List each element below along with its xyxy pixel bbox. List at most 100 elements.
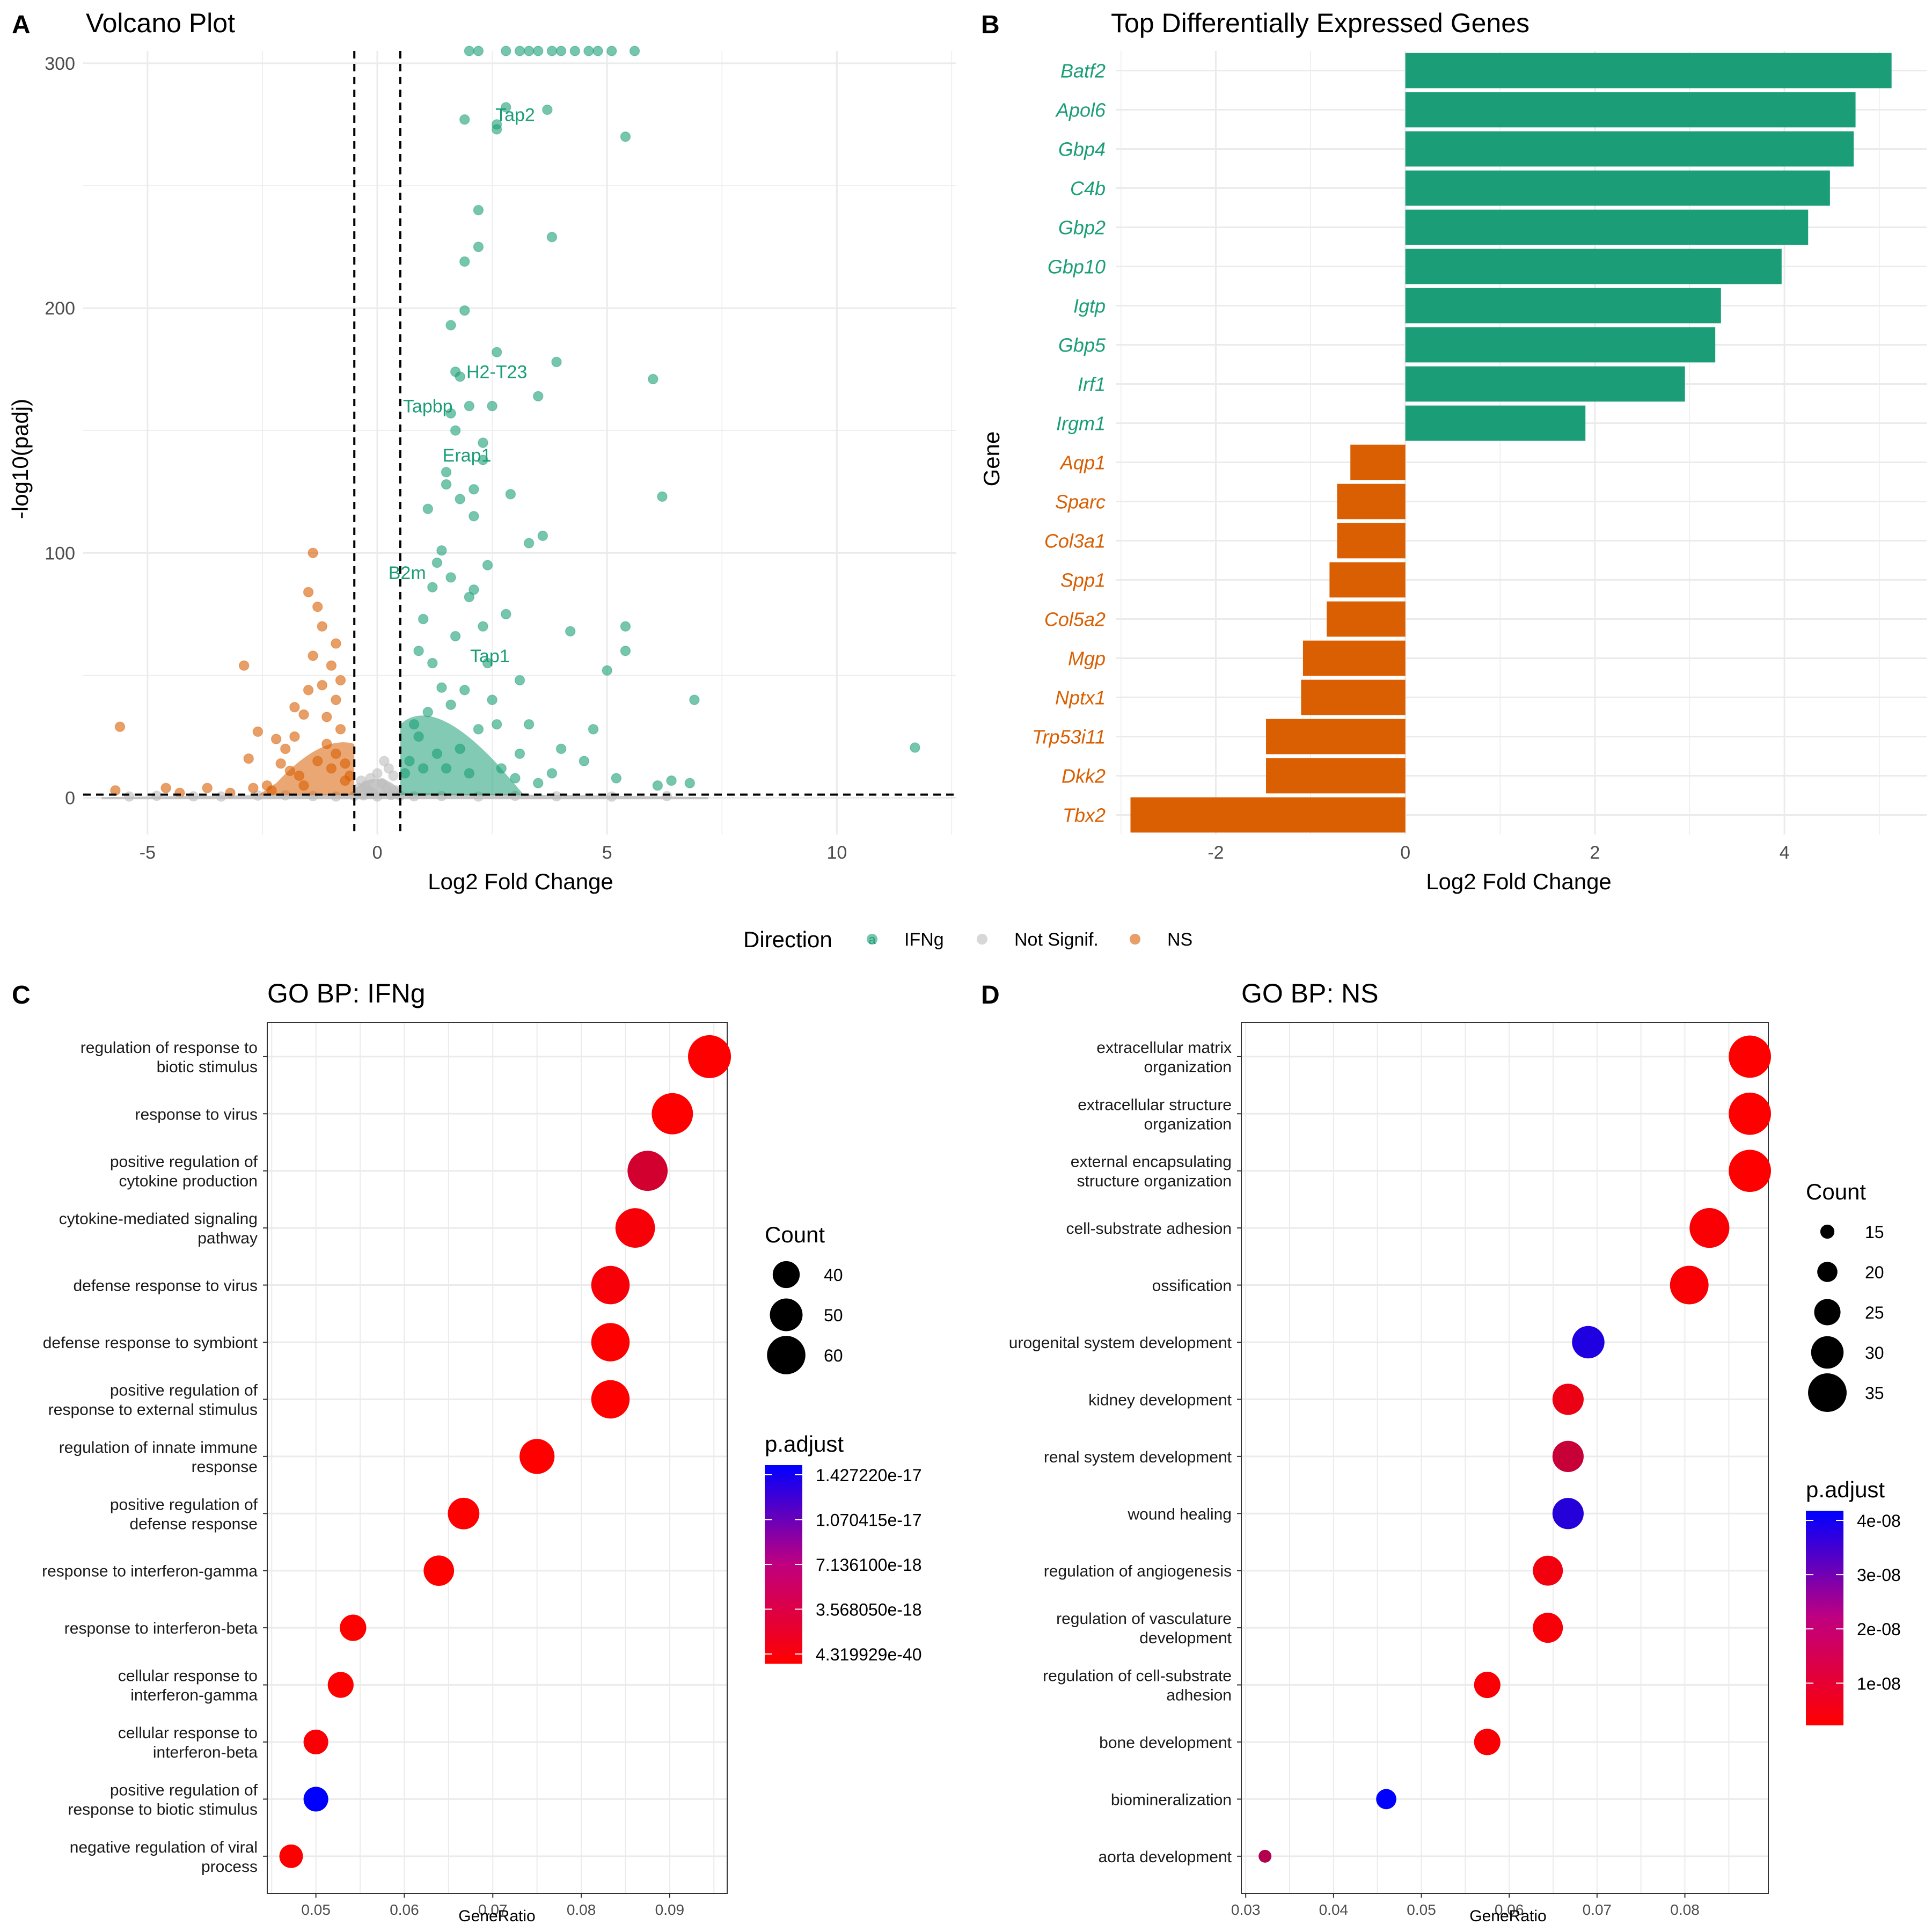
go-dot — [591, 1323, 630, 1362]
volcano-point — [478, 455, 488, 465]
bar-gene-label: Nptx1 — [1055, 687, 1106, 709]
volcano-x-axis-label: Log2 Fold Change — [428, 869, 613, 894]
volcano-point — [579, 756, 590, 766]
go-dot — [1670, 1265, 1709, 1305]
volcano-annotations: Tap2 H2-T23 Tapbp Erap1 B2m Tap1 — [389, 105, 535, 667]
go-term-label: positive regulation of — [110, 1381, 258, 1399]
go-dot — [1572, 1326, 1605, 1359]
volcano-point — [459, 256, 470, 267]
go-count-legend-label: 35 — [1865, 1384, 1884, 1403]
bar-col5a2 — [1327, 601, 1406, 637]
bar-x-axis-label: Log2 Fold Change — [1426, 869, 1612, 894]
bar-chart-bars — [1130, 53, 1892, 833]
volcano-x-tick-label: -5 — [140, 843, 156, 863]
go-dot — [448, 1497, 480, 1529]
bar-chart-x-ticks: -2 0 2 4 — [1208, 843, 1789, 863]
go-padjust-legend-label: 3.568050e-18 — [816, 1600, 922, 1620]
bar-gene-label: Dkk2 — [1062, 765, 1106, 787]
volcano-point — [379, 756, 390, 766]
volcano-title: Volcano Plot — [86, 8, 235, 38]
bar-gene-label: Batf2 — [1060, 60, 1106, 82]
volcano-point — [487, 400, 497, 412]
bar-c4b — [1405, 170, 1830, 206]
go-padjust-legend-label: 1e-08 — [1857, 1674, 1901, 1693]
volcano-point — [478, 437, 488, 448]
go-term-label: defense response — [129, 1515, 258, 1533]
volcano-point — [418, 613, 429, 625]
bar-spp1 — [1329, 562, 1406, 598]
go-term-label: interferon-gamma — [130, 1687, 258, 1704]
panel-a: A Volcano Plot Tap2H2-T23TapbpErap1B2mTa… — [8, 8, 956, 894]
go-x-tick-label: 0.07 — [1583, 1901, 1612, 1918]
go-count-legend-label: 15 — [1865, 1223, 1884, 1242]
volcano-point — [303, 685, 314, 696]
volcano-point — [620, 621, 631, 632]
panel-letter-a: A — [12, 11, 31, 39]
go-term-label: defense response to virus — [73, 1277, 258, 1295]
volcano-point — [482, 657, 493, 669]
go-dot — [591, 1380, 630, 1419]
bar-gene-label: Trp53i11 — [1032, 726, 1106, 748]
go-dot — [1729, 1035, 1771, 1078]
volcano-point — [583, 46, 594, 56]
bar-col3a1 — [1337, 523, 1406, 559]
volcano-point — [422, 503, 433, 514]
volcano-point — [123, 791, 135, 802]
direction-legend-entries: a IFNg Not Signif. NS — [867, 930, 1192, 950]
volcano-point — [422, 707, 433, 718]
volcano-point — [388, 770, 399, 781]
go-term-label: positive regulation of — [110, 1496, 258, 1513]
volcano-point — [464, 591, 475, 603]
volcano-point — [491, 719, 502, 730]
bar-gene-label: Irf1 — [1078, 374, 1106, 396]
volcano-point — [317, 621, 328, 632]
go-term-label: cellular response to — [118, 1667, 258, 1685]
volcano-point — [523, 538, 535, 548]
go-term-label: cytokine production — [119, 1173, 258, 1190]
volcano-point — [505, 489, 516, 500]
direction-legend: Direction a IFNg Not Signif. NS — [743, 927, 1192, 952]
go-term-label: cell-substrate adhesion — [1066, 1220, 1232, 1238]
go-x-tick-label: 0.08 — [567, 1901, 596, 1918]
bar-dkk2 — [1266, 758, 1406, 794]
direction-legend-label: NS — [1167, 930, 1192, 950]
volcano-point — [441, 479, 452, 490]
volcano-point — [335, 675, 346, 686]
bar-gene-label: Spp1 — [1060, 569, 1106, 591]
panel-c: C GO BP: IFNg regulation of response tob… — [12, 978, 922, 1925]
go-term-label: kidney development — [1088, 1391, 1232, 1409]
go-term-label: renal system development — [1044, 1448, 1232, 1466]
volcano-point — [620, 131, 631, 142]
volcano-point — [469, 511, 479, 522]
go-count-legend-title: Count — [765, 1222, 825, 1247]
bar-irf1 — [1405, 366, 1685, 402]
volcano-point — [427, 582, 438, 592]
direction-legend-key — [1130, 934, 1140, 945]
volcano-point — [298, 709, 309, 720]
bar-irgm1 — [1405, 405, 1586, 441]
go-padjust-legend-label: 4e-08 — [1857, 1511, 1901, 1531]
bar-tbx2 — [1130, 797, 1406, 833]
go-padjust-legend-title: p.adjust — [1806, 1477, 1885, 1502]
volcano-point — [243, 753, 254, 764]
go-term-label: response to interferon-gamma — [42, 1563, 258, 1580]
direction-legend-title: Direction — [743, 927, 832, 952]
volcano-point — [555, 46, 567, 56]
bar-gbp5 — [1405, 327, 1716, 363]
volcano-point — [491, 124, 502, 135]
go-count-legend-label: 40 — [824, 1265, 843, 1285]
go-term-label: organization — [1144, 1058, 1232, 1076]
go-count-legend-key — [770, 1298, 803, 1331]
volcano-point — [238, 660, 250, 671]
bar-gene-label: Gbp5 — [1058, 334, 1106, 356]
bar-gene-label: Gbp4 — [1058, 138, 1106, 160]
volcano-point — [689, 694, 700, 705]
go-term-label: positive regulation of — [110, 1781, 258, 1799]
volcano-point — [455, 494, 465, 504]
go-term-label: process — [201, 1858, 258, 1876]
go-count-legend-key — [1811, 1336, 1844, 1369]
go-term-label: regulation of vasculature — [1056, 1610, 1232, 1628]
bar-apol6 — [1405, 92, 1856, 128]
go-term-label: urogenital system development — [1009, 1334, 1232, 1352]
go-dot — [627, 1151, 668, 1191]
